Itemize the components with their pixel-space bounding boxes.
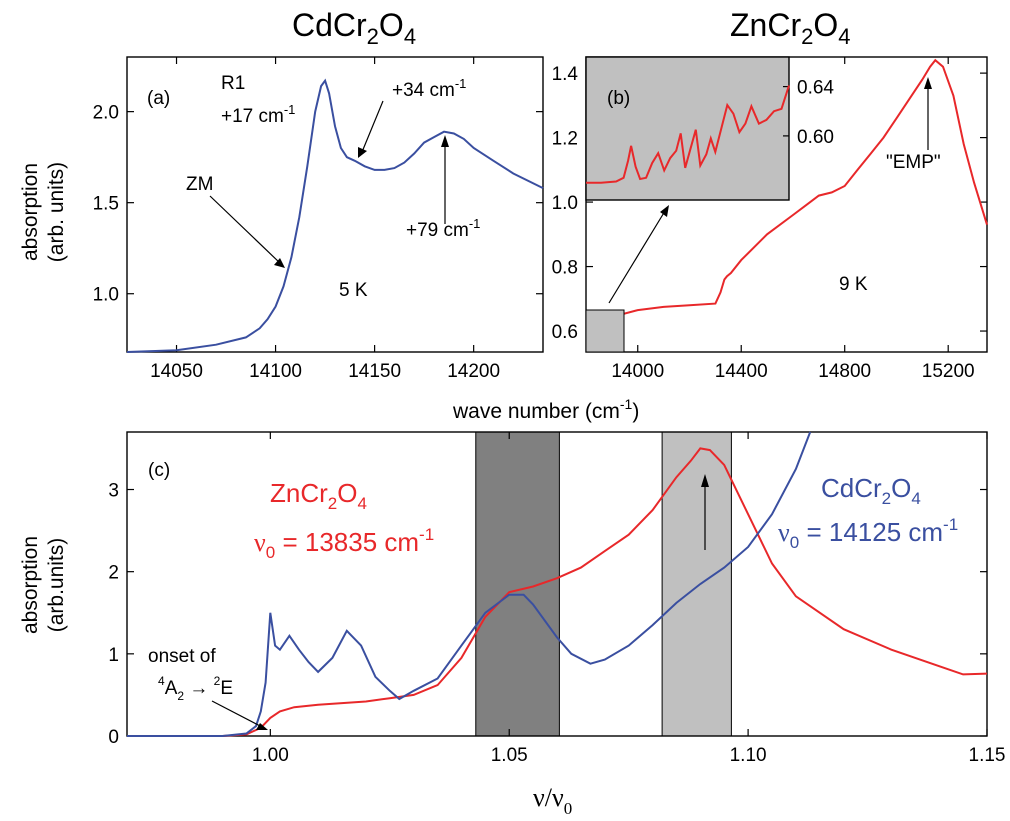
panel-a-x-tick-label: 14150 (348, 361, 401, 382)
panel-b-x-tick-label: 14800 (818, 361, 871, 382)
annotation-r1: R1 (221, 73, 245, 94)
panel-c: 1.00 1.05 1.10 1.15 0 1 2 3 (c) ZnCr2O4 ν0 = 13… (108, 431, 1006, 766)
panel-a: 14050 14100 14150 14200 1.0 1.5 2.0 (a) R1 +17… (93, 56, 544, 382)
x-axis-label-top: wave number (cm-1) (452, 396, 639, 423)
title-cdcr2o4: CdCr2O4 (292, 7, 416, 49)
annotation-emp: "EMP" (886, 152, 941, 173)
x-axis-label-bottom: ν/ν0 (533, 783, 572, 818)
panel-a-x-tick-label: 14200 (447, 361, 500, 382)
annotation-temp-a: 5 K (339, 280, 368, 301)
arrow-34 (361, 100, 384, 153)
panel-c-x-tick-label: 1.10 (730, 745, 767, 766)
svg-text:absorption: absorption (19, 536, 42, 634)
annotation-shift79: +79 cm-1 (406, 216, 480, 241)
legend-cd-nu: ν0 = 14125 cm-1 (778, 515, 958, 552)
panel-b-label: (b) (607, 88, 630, 109)
arrow-to-inset-head (660, 205, 669, 217)
panel-a-y-tick-label: 1.0 (93, 285, 119, 306)
panel-b-x-tick-label: 14000 (611, 361, 664, 382)
svg-text:absorption: absorption (19, 163, 42, 261)
panel-c-y-tick-label: 3 (108, 481, 119, 502)
panel-c-label: (c) (148, 460, 170, 481)
panel-a-y-tick-label: 1.5 (93, 194, 119, 215)
annotation-onset: onset of (148, 646, 216, 667)
panel-c-x-tick-label: 1.00 (252, 745, 289, 766)
panel-c-frame (126, 431, 988, 737)
annotation-transition: 4A2 → 2E (158, 674, 233, 703)
y-axis-label-bottom: absorption (arb.units) (19, 536, 68, 634)
zn-series-line-inset (586, 85, 790, 184)
cd-series-line-a (126, 78, 544, 353)
svg-text:(arb. units): (arb. units) (45, 162, 68, 262)
arrow-onset-head (256, 723, 268, 730)
highlight-band-2 (661, 431, 732, 737)
annotation-zm: ZM (186, 174, 213, 195)
panel-c-y-tick-label: 1 (108, 645, 119, 666)
panel-a-x-tick-label: 14100 (249, 361, 302, 382)
panel-a-x-tick-label: 14050 (150, 361, 203, 382)
panel-a-y-tick-label: 2.0 (93, 103, 119, 124)
y-axis-label-top: absorption (arb. units) (19, 162, 68, 262)
highlight-band-1 (475, 431, 560, 737)
arrow-zm-head (274, 258, 285, 268)
inset-y-tick-label: 0.64 (797, 78, 834, 99)
arrow-emp-head (924, 77, 932, 89)
legend-zn-nu: ν0 = 13835 cm-1 (254, 525, 434, 562)
panel-c-x-tick-label: 1.05 (491, 745, 528, 766)
panel-b-y-tick-label: 0.8 (552, 258, 578, 279)
arrow-to-inset (608, 210, 666, 304)
annotation-shift34: +34 cm-1 (392, 76, 466, 101)
arrow-zm (209, 195, 282, 265)
panel-b-x-tick-label: 14400 (715, 361, 768, 382)
panel-b-y-tick-label: 1.4 (552, 64, 579, 85)
panel-b-x-tick-label: 15200 (922, 361, 975, 382)
panel-c-y-tick-label: 0 (108, 727, 119, 748)
inset-y-tick-label: 0.60 (797, 127, 834, 148)
inset-source-region (585, 309, 625, 353)
panel-b-y-tick-label: 1.2 (552, 129, 578, 150)
annotation-r1-shift: +17 cm-1 (221, 102, 295, 127)
annotation-temp-b: 9 K (839, 274, 868, 295)
panel-a-frame (126, 56, 544, 353)
title-zncr2o4: ZnCr2O4 (730, 7, 851, 49)
panel-a-label: (a) (147, 88, 170, 109)
arrow-peak-head (701, 474, 709, 487)
panel-b: 14000 14400 14800 15200 0.6 0.8 1.0 1.2 1.4 0.60… (552, 56, 988, 382)
legend-zn-name: ZnCr2O4 (270, 478, 367, 513)
panel-b-y-tick-label: 1.0 (552, 193, 578, 214)
panel-c-x-tick-label: 1.15 (969, 745, 1006, 766)
legend-cd-name: CdCr2O4 (821, 473, 921, 508)
panel-c-y-tick-label: 2 (108, 563, 119, 584)
arrow-34-head (358, 147, 367, 158)
inset-box (585, 56, 790, 201)
arrow-onset (211, 700, 263, 728)
zn-series-line-c (127, 447, 988, 737)
cd-series-line-c (127, 431, 812, 737)
svg-text:(arb.units): (arb.units) (45, 538, 68, 633)
arrow-79-head (441, 135, 449, 147)
panel-b-y-tick-label: 0.6 (552, 322, 578, 343)
